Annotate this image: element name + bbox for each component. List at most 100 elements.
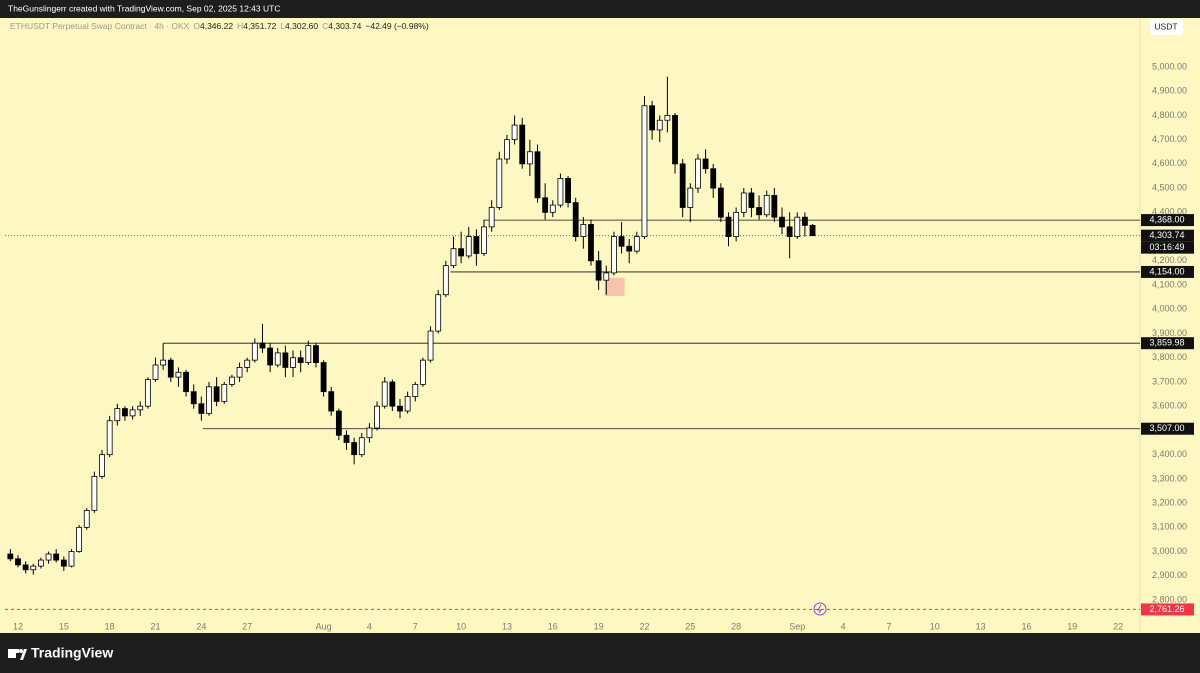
candle-body	[603, 272, 610, 281]
y-tick-label: 4,200.00	[1152, 255, 1187, 265]
candle-body	[221, 383, 228, 402]
ohlc-key: L	[280, 21, 286, 31]
y-tick-label: 4,100.00	[1152, 279, 1187, 289]
countdown: 03:16:49	[1149, 242, 1184, 252]
credit: TheGunslingerr created with TradingView.…	[8, 3, 280, 13]
candle-body	[809, 224, 816, 237]
y-tick-label: 4,500.00	[1152, 182, 1187, 192]
candle-body	[442, 265, 449, 296]
change: −42.49 (−0.98%)	[365, 21, 429, 31]
candle-body	[282, 352, 289, 368]
candle-body	[129, 409, 136, 417]
y-tick-label: 4,000.00	[1152, 304, 1187, 314]
candle-body	[779, 216, 785, 228]
candle-body	[557, 178, 564, 206]
low-line-label-bg	[1141, 603, 1194, 616]
level-label-bg	[1141, 265, 1194, 278]
candle-body	[244, 359, 251, 368]
candle-body	[740, 192, 747, 213]
candle-body	[137, 405, 144, 411]
ohlc-key: H	[237, 21, 244, 31]
candle-body	[580, 224, 587, 237]
x-tick-label: 18	[105, 621, 115, 631]
y-tick-label: 3,700.00	[1152, 376, 1187, 386]
candle-body	[206, 386, 212, 414]
candle-body	[802, 216, 808, 226]
candle-body	[687, 187, 694, 208]
ohlc-value: 4,351.72	[243, 21, 277, 31]
y-tick-label: 4,700.00	[1152, 134, 1187, 144]
low-line-label: 2,761.26	[1149, 604, 1184, 614]
candle-body	[183, 371, 189, 393]
candle-body	[236, 367, 243, 378]
y-tick-label: 5,000.00	[1152, 61, 1187, 71]
candle-body	[465, 236, 472, 257]
candle-body	[160, 359, 167, 366]
candle-body	[481, 226, 487, 254]
candle-body	[198, 403, 205, 414]
candle-body	[618, 236, 625, 247]
candle-body	[519, 124, 526, 165]
x-tick-label: 22	[639, 621, 649, 631]
top-bar	[0, 0, 1200, 18]
candle-body	[717, 187, 724, 218]
x-tick-label: Sep	[789, 621, 805, 631]
candle-body	[106, 420, 113, 456]
candle-body	[190, 391, 197, 405]
candle-body	[679, 163, 686, 208]
ohlc-value: 4,346.22	[199, 21, 234, 31]
level-label-bg	[1141, 214, 1194, 227]
currency: USDT	[1154, 21, 1177, 31]
y-tick-label: 4,600.00	[1152, 158, 1187, 168]
candle-body	[641, 105, 648, 237]
currency-badge	[1150, 19, 1183, 35]
y-tick-label: 4,900.00	[1152, 86, 1187, 96]
candle-body	[374, 405, 380, 429]
x-tick-label: 13	[976, 621, 986, 631]
candle-body	[450, 248, 457, 267]
y-tick-label: 3,900.00	[1152, 328, 1187, 338]
y-tick-label: 3,100.00	[1152, 522, 1187, 532]
x-tick-label: 12	[13, 621, 23, 631]
candle-body	[335, 410, 342, 436]
candle-body	[725, 216, 732, 237]
y-tick-label: 2,900.00	[1152, 570, 1187, 580]
candle-body	[572, 202, 579, 237]
candle-body	[534, 151, 541, 199]
x-tick-label: 22	[1113, 621, 1123, 631]
candle-body	[664, 115, 671, 121]
candle-body	[259, 342, 266, 349]
candle-body	[763, 194, 770, 216]
x-tick-label: 21	[151, 621, 161, 631]
candle-body	[595, 260, 602, 281]
logo	[8, 649, 27, 660]
candle-body	[53, 553, 60, 561]
candle-body	[175, 371, 182, 378]
y-tick-label: 4,800.00	[1152, 110, 1187, 120]
x-tick-label: 4	[367, 621, 372, 631]
candle-body	[504, 139, 510, 160]
x-tick-label: 16	[548, 621, 558, 631]
candle-body	[633, 236, 640, 252]
candle-body	[305, 345, 312, 363]
footer	[0, 633, 1200, 673]
candle-body	[381, 381, 388, 407]
x-tick-label: 7	[886, 621, 891, 631]
x-tick-label: 10	[930, 621, 940, 631]
candle-body	[672, 115, 678, 165]
candle-body	[30, 565, 37, 571]
candle-body	[76, 526, 83, 552]
x-tick-label: 16	[1021, 621, 1031, 631]
y-tick-label: 3,300.00	[1152, 473, 1187, 483]
candle-body	[358, 437, 365, 456]
y-tick-label: 2,800.00	[1152, 594, 1187, 604]
candle-body	[144, 379, 151, 407]
candle-body	[389, 381, 396, 407]
candle-body	[756, 207, 762, 216]
ohlc-value: 4,302.60	[285, 21, 319, 31]
candle-body	[473, 236, 480, 254]
level-label: 4,154.00	[1149, 266, 1184, 276]
candle-body	[404, 396, 411, 412]
